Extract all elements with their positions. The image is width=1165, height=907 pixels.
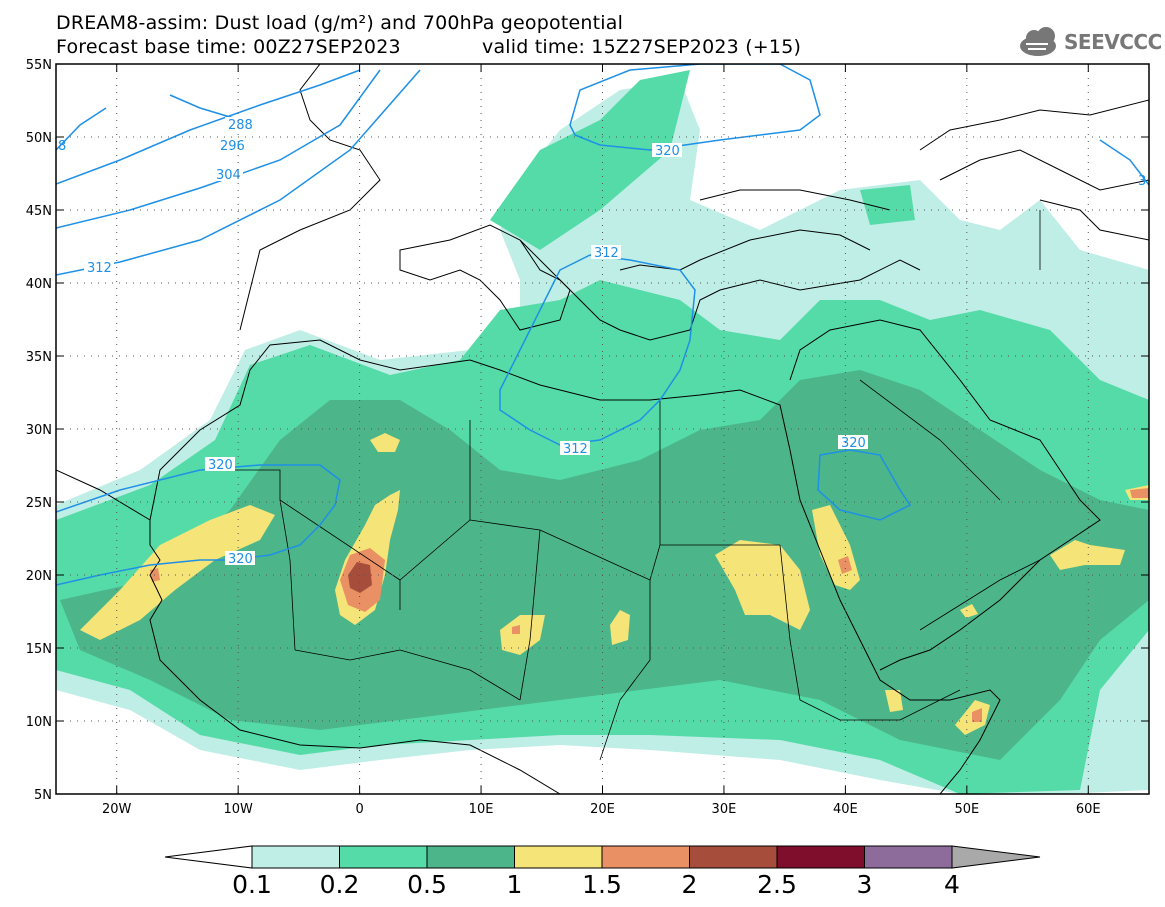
colorbar-label: 0.1 xyxy=(232,870,272,899)
colorbar-label: 2.5 xyxy=(757,870,797,899)
colorbar-under-triangle xyxy=(164,845,253,869)
colorbar-box xyxy=(426,845,515,869)
contour-label: 320 xyxy=(208,458,233,473)
lon-label: 30E xyxy=(712,802,737,817)
colorbar-box xyxy=(689,845,778,869)
colorbar-label: 0.2 xyxy=(319,870,360,899)
contour-label: 312 xyxy=(594,246,619,261)
contour-label: 312 xyxy=(87,261,112,276)
colorbar-label: 0.5 xyxy=(407,870,447,899)
lat-label: 10N xyxy=(26,715,52,730)
contour-label: 320 xyxy=(655,144,680,159)
colorbar-label: 2 xyxy=(681,870,698,899)
cloud-logo-icon xyxy=(1020,27,1056,56)
valid-time: valid time: 15Z27SEP2023 (+15) xyxy=(482,36,802,58)
logo-text: SEEVCCC xyxy=(1064,30,1162,54)
dust-level-2 xyxy=(348,562,372,593)
forecast-base-time: Forecast base time: 00Z27SEP2023 xyxy=(56,36,401,58)
country-borders xyxy=(210,210,1041,761)
contour-label: 320 xyxy=(841,436,866,451)
dust-level-0.5 xyxy=(60,370,1149,760)
lat-label: 25N xyxy=(26,496,52,511)
contour-label: 312 xyxy=(563,442,588,457)
lat-label: 35N xyxy=(26,350,52,365)
lon-label: 10E xyxy=(469,802,494,817)
contour-label: 3 xyxy=(1138,174,1146,189)
lon-label: 10W xyxy=(223,802,253,817)
dust-level-1 xyxy=(80,505,275,640)
lat-label: 45N xyxy=(26,204,52,219)
colorbar-label: 3 xyxy=(856,870,873,899)
lon-label: 20E xyxy=(590,802,615,817)
lat-label: 50N xyxy=(26,131,52,146)
lat-label: 55N xyxy=(26,58,52,73)
colorbar-box xyxy=(776,845,865,869)
colorbar-label: 1.5 xyxy=(582,870,622,899)
colorbar-label: 1 xyxy=(506,870,523,899)
contour-labels: 288 296 304 312 312 312 320 320 320 320 … xyxy=(58,117,1146,567)
lat-label: 40N xyxy=(26,277,52,292)
lon-label: 50E xyxy=(954,802,979,817)
contour-label: 320 xyxy=(228,552,253,567)
contour-label: 288 xyxy=(228,118,253,133)
colorbar-label: 4 xyxy=(944,870,960,899)
lon-axis-labels: 20W 10W 0 10E 20E 30E 40E 50E 60E xyxy=(102,802,1101,817)
lon-label: 20W xyxy=(102,802,132,817)
lon-label: 0 xyxy=(355,802,363,817)
gridlines xyxy=(56,64,1149,794)
colorbar-box xyxy=(864,845,953,869)
contour-label: 8 xyxy=(58,139,66,154)
lon-label: 60E xyxy=(1076,802,1101,817)
colorbar-box xyxy=(514,845,603,869)
lat-label: 20N xyxy=(26,569,52,584)
lat-label: 15N xyxy=(26,642,52,657)
axis-ticks xyxy=(56,63,1149,795)
colorbar-over-triangle xyxy=(951,845,1041,869)
lat-axis-labels: 55N 50N 45N 40N 35N 30N 25N 20N 15N 10N 5N xyxy=(26,58,52,803)
contour-label: 304 xyxy=(216,168,241,183)
lat-label: 5N xyxy=(34,788,52,803)
colorbar-box xyxy=(339,845,428,869)
map-title: DREAM8-assim: Dust load (g/m²) and 700hP… xyxy=(56,12,624,34)
colorbar-box xyxy=(251,845,340,869)
contour-label: 296 xyxy=(220,139,245,154)
coastlines xyxy=(56,64,1149,794)
lon-label: 40E xyxy=(833,802,858,817)
lat-label: 30N xyxy=(26,423,52,438)
colorbar xyxy=(164,845,1041,869)
colorbar-box xyxy=(601,845,690,869)
